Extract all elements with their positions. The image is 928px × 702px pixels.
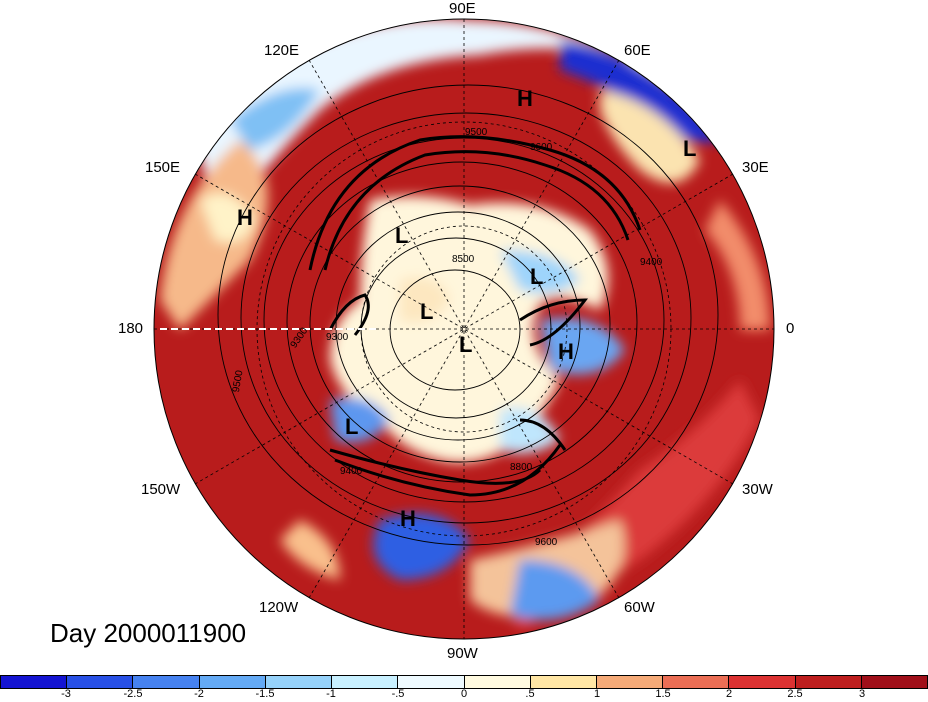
colorbar-tick-label: 2.5 (787, 688, 803, 700)
contour-label: 8800 (510, 462, 533, 473)
colorbar-box (464, 676, 531, 688)
height-contours (217, 84, 719, 546)
lon-label-180: 180 (118, 320, 144, 337)
contour-label: 9600 (535, 537, 558, 548)
contour-label: 9400 (640, 257, 663, 268)
lon-label-120e: 120E (264, 42, 300, 59)
colorbar-box (530, 676, 597, 688)
lon-label-150w: 150W (141, 481, 181, 498)
lon-label-30e: 30E (742, 159, 769, 176)
colorbar-tick-label: .5 (525, 688, 535, 700)
pressure-system-label: H (400, 506, 416, 531)
colorbar-box (795, 676, 862, 688)
colorbar (0, 675, 928, 689)
lon-label-120w: 120W (259, 599, 299, 616)
colorbar-tick-label: 2 (725, 688, 733, 700)
colorbar-box (861, 676, 928, 688)
colorbar-tick-label: -.5 (391, 688, 405, 700)
colorbar-box (265, 676, 333, 688)
lon-label-60e: 60E (624, 42, 651, 59)
colorbar-box (398, 676, 465, 688)
colorbar-box (133, 676, 200, 688)
contour-label: 9300 (326, 332, 349, 343)
colorbar-box (67, 676, 134, 688)
contour-label: 9600 (530, 142, 553, 153)
lon-label-60w: 60W (624, 599, 655, 616)
colorbar-box (332, 676, 399, 688)
pressure-system-label: L (395, 223, 408, 248)
colorbar-box (663, 676, 730, 688)
contour-label: 9500 (465, 127, 488, 138)
contour-label: 9500 (231, 369, 246, 393)
colorbar-tick-label: -1.5 (255, 688, 275, 700)
colorbar-box (1, 676, 68, 688)
pressure-system-label: L (683, 136, 696, 161)
colorbar-tick-label: -1 (326, 688, 336, 700)
lon-label-90e: 90E (449, 0, 476, 17)
colorbar-tick-label: -2.5 (123, 688, 143, 700)
anomaly-shading (154, 19, 774, 639)
pressure-system-label: H (558, 339, 574, 364)
lon-label-0: 0 (786, 320, 795, 337)
colorbar-tick-label: 3 (858, 688, 866, 700)
contour-value-labels: 9500 9600 9400 9300 8500 9300 9500 9400 … (231, 127, 663, 548)
contour-label: 9400 (340, 466, 363, 477)
colorbar-tick-label: 1 (593, 688, 601, 700)
pressure-system-label: H (237, 205, 253, 230)
pressure-system-label: L (420, 299, 433, 324)
colorbar-tick-label: 1.5 (655, 688, 671, 700)
contour-label: 8500 (452, 254, 475, 265)
day-title: Day 2000011900 (50, 618, 247, 648)
colorbar-tick-label: -2 (194, 688, 204, 700)
pressure-system-label: H (517, 86, 533, 111)
lon-label-30w: 30W (742, 481, 773, 498)
pressure-system-label: L (345, 414, 358, 439)
colorbar-box (729, 676, 796, 688)
lon-label-90w: 90W (447, 645, 478, 662)
lon-label-150e: 150E (145, 159, 181, 176)
graticule (154, 19, 774, 639)
pressure-system-label: L (530, 264, 543, 289)
pressure-system-label: L (459, 332, 472, 357)
colorbar-tick-label: -3 (61, 688, 71, 700)
colorbar-tick-label: 0 (460, 688, 468, 700)
colorbar-box (199, 676, 266, 688)
colorbar-box (596, 676, 664, 688)
pressure-system-labels: H L H L L L L H L H (237, 86, 696, 531)
